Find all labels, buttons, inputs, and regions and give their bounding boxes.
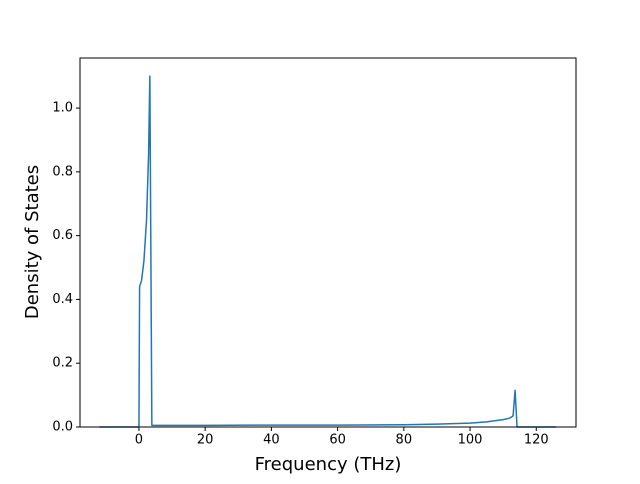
x-tick-label: 80 bbox=[396, 433, 413, 448]
x-tick-label: 0 bbox=[135, 433, 143, 448]
y-axis-label: Density of States bbox=[22, 165, 43, 319]
y-tick-label: 1.0 bbox=[52, 101, 73, 116]
y-tick-label: 0.2 bbox=[52, 356, 73, 371]
x-tick-label: 20 bbox=[197, 433, 214, 448]
x-tick-label: 40 bbox=[263, 433, 280, 448]
x-axis-label: Frequency (THz) bbox=[255, 454, 402, 475]
x-tick-label: 100 bbox=[458, 433, 483, 448]
y-tick-label: 0.4 bbox=[52, 292, 73, 307]
y-tick-label: 0.0 bbox=[52, 420, 73, 435]
x-tick-label: 60 bbox=[329, 433, 346, 448]
line-series bbox=[99, 75, 557, 428]
y-tick-label: 0.8 bbox=[52, 164, 73, 179]
plot-frame bbox=[79, 57, 577, 428]
x-tick-label: 120 bbox=[524, 433, 549, 448]
y-tick-label: 0.6 bbox=[52, 228, 73, 243]
